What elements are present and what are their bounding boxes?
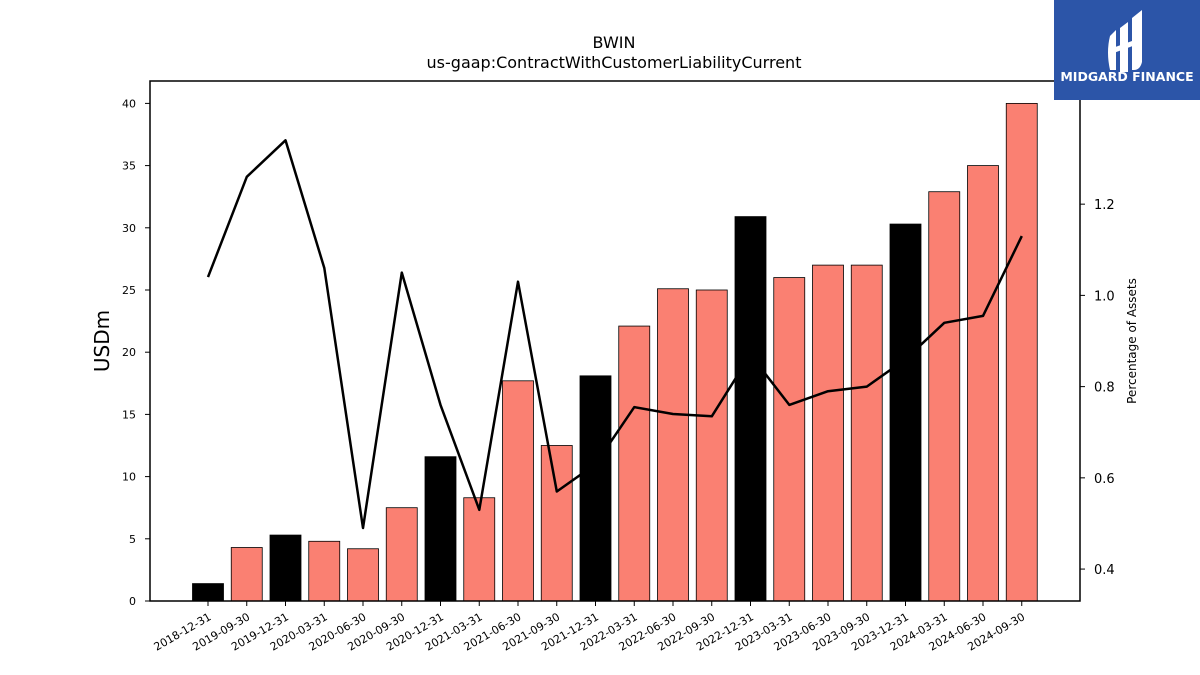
bar — [424, 456, 457, 602]
line-series — [206, 139, 1023, 530]
bar-series — [192, 102, 1038, 602]
y-left-tick-label: 0 — [129, 595, 136, 608]
plot-frame — [149, 80, 1081, 602]
bar — [540, 445, 573, 602]
bar — [463, 497, 496, 602]
x-axis: 2018-12-312019-09-302019-12-312020-03-31… — [152, 601, 1027, 654]
y-right-tick-label: 1.0 — [1094, 289, 1115, 304]
bar — [618, 325, 651, 602]
y-right-tick-label: 0.6 — [1094, 472, 1115, 487]
y-left-tick-label: 25 — [122, 284, 136, 297]
bar — [230, 547, 263, 602]
y-right-tick-label: 0.4 — [1094, 563, 1115, 578]
logo-mark-icon — [1108, 10, 1142, 72]
y-axis-right-label: Percentage of Assets — [1125, 278, 1139, 404]
bar — [502, 380, 534, 602]
y-left-tick-label: 5 — [129, 533, 136, 546]
y-right-tick-label: 0.8 — [1094, 381, 1115, 396]
line-path — [206, 139, 1023, 530]
y-left-tick-label: 40 — [122, 97, 136, 110]
bar — [269, 534, 302, 602]
bar — [967, 165, 999, 602]
bar — [192, 583, 224, 602]
bar — [928, 191, 961, 602]
bar — [385, 507, 418, 602]
bar — [889, 223, 922, 602]
y-left-tick-label: 15 — [122, 408, 136, 421]
bar — [308, 540, 341, 602]
y-left-tick-label: 20 — [122, 346, 136, 359]
bar — [773, 277, 806, 602]
bar — [1005, 102, 1038, 602]
chart-title: BWIN — [593, 33, 636, 52]
bar — [579, 375, 612, 602]
y-axis-left-label: USDm — [90, 310, 114, 372]
bar — [347, 548, 379, 602]
y-axis-right: 0.4 0.6 0.8 1.0 1.2 — [1080, 198, 1115, 578]
bar — [695, 289, 728, 602]
y-right-tick-label: 1.2 — [1094, 198, 1115, 213]
y-axis-left: 0 5 10 15 20 25 30 35 40 — [122, 97, 150, 608]
chart-subtitle: us-gaap:ContractWithCustomerLiabilityCur… — [427, 53, 802, 72]
bar — [812, 264, 844, 602]
bar — [734, 216, 767, 602]
y-left-tick-label: 10 — [122, 471, 136, 484]
logo-text: MIDGARD FINANCE — [1060, 69, 1193, 84]
y-left-tick-label: 30 — [122, 222, 136, 235]
bar — [657, 288, 689, 602]
logo: MIDGARD FINANCE — [1054, 0, 1200, 100]
y-left-tick-label: 35 — [122, 160, 136, 173]
bar — [850, 264, 883, 602]
